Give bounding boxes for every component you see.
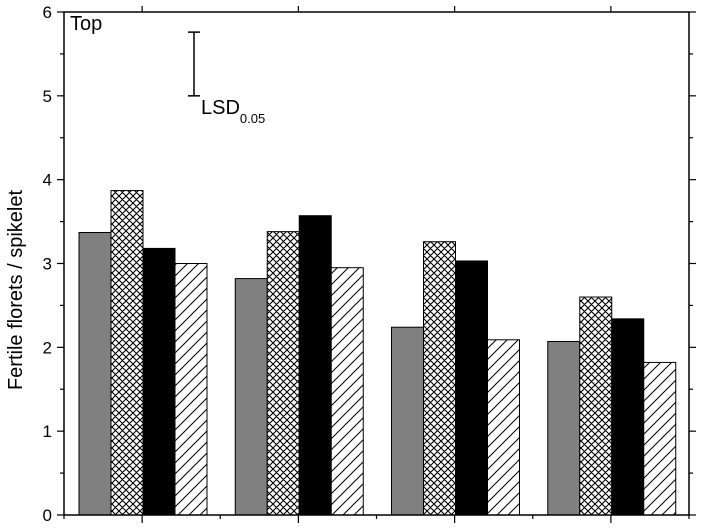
bar-group3-series3: [455, 260, 488, 516]
bar-group1-series1: [78, 231, 112, 516]
y-tick-label: 0: [43, 506, 52, 525]
bar-group2-series3: [298, 215, 332, 516]
bar-group2-series1: [234, 278, 268, 516]
bar-group3-series2: [423, 241, 456, 516]
panel-label: Top: [70, 13, 102, 35]
lsd-error-bar: LSD0.05: [188, 31, 265, 126]
bar-group4-series4: [643, 361, 677, 516]
bar-group2-series4: [330, 267, 364, 516]
y-tick-label: 1: [43, 422, 52, 441]
bars-group: [78, 190, 677, 516]
bar-group4-series1: [547, 340, 581, 516]
bar-group2-series2: [266, 231, 300, 516]
bar-group1-series3: [142, 247, 176, 516]
axes-group: 0 1 2 3 4 5 6: [43, 3, 696, 525]
bar-group1-series2: [110, 190, 144, 516]
bar-group3-series1: [391, 326, 424, 516]
bar-group1-series4: [174, 263, 208, 516]
y-tick-label: 2: [43, 338, 52, 357]
y-tick-label: 5: [43, 87, 52, 106]
lsd-label: LSD0.05: [201, 97, 265, 126]
bar-group4-series3: [611, 318, 645, 516]
y-tick-label: 6: [43, 3, 52, 22]
y-tick-label: 3: [43, 255, 52, 274]
bar-group3-series4: [487, 339, 520, 516]
bar-group4-series2: [579, 296, 613, 516]
lsd-label-subscript: 0.05: [240, 111, 265, 126]
y-axis-title: Fertile florets / spikelet: [5, 190, 27, 391]
lsd-label-main: LSD: [201, 97, 240, 119]
y-tick-label: 4: [43, 171, 52, 190]
